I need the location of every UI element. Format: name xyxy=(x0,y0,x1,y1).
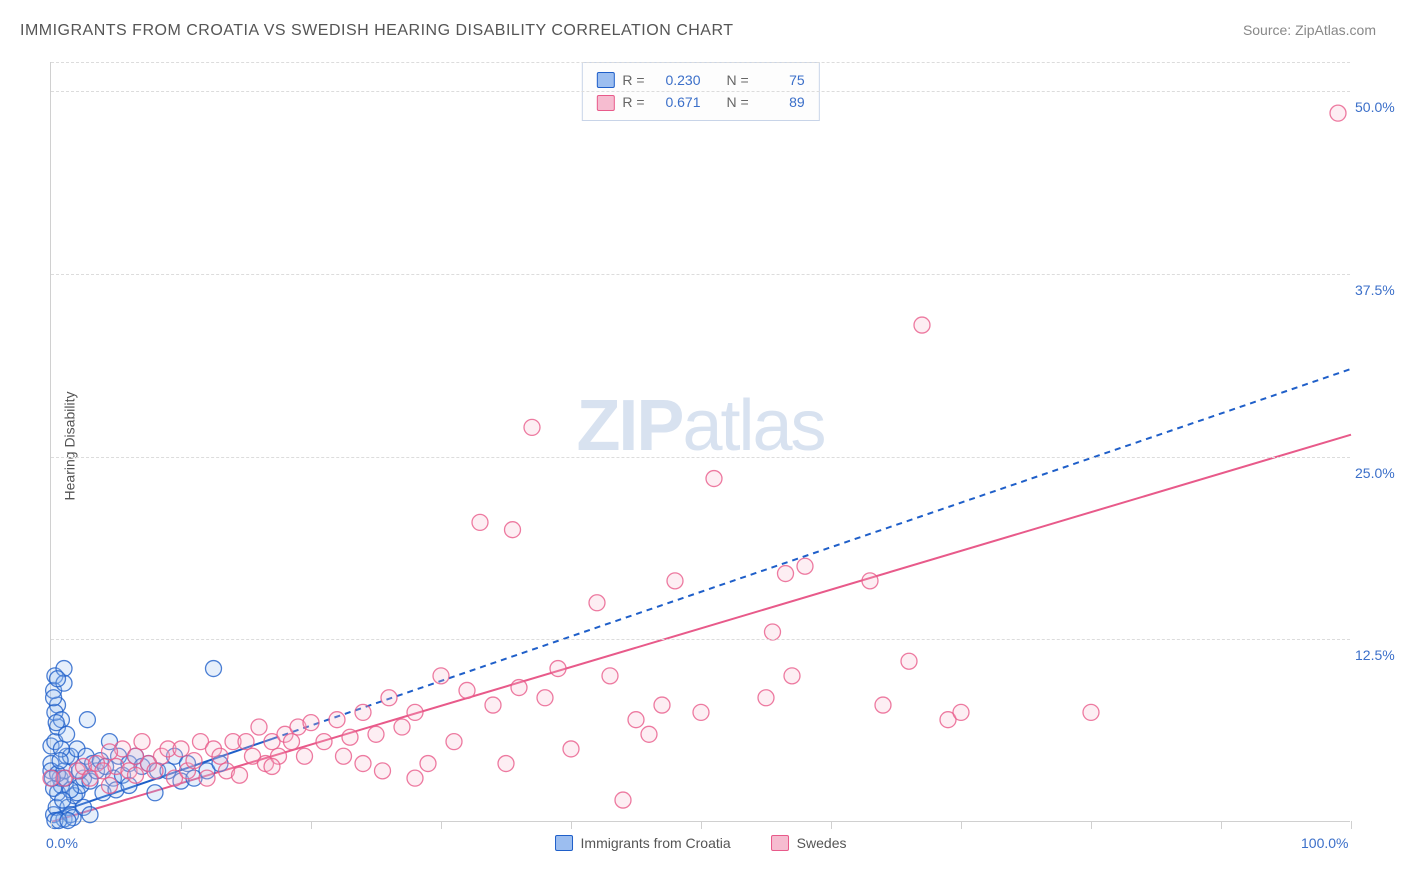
gridline-h xyxy=(51,457,1350,458)
xtick-mark xyxy=(311,821,312,829)
xtick-mark xyxy=(831,821,832,829)
axis-legend-item-swedes: Swedes xyxy=(771,835,847,851)
xtick-mark xyxy=(1351,821,1352,829)
axis-swatch-swedes xyxy=(771,835,789,851)
ytick-label: 50.0% xyxy=(1355,99,1406,115)
axis-legend-label-swedes: Swedes xyxy=(797,835,847,851)
xtick-mark xyxy=(181,821,182,829)
xtick-label: 100.0% xyxy=(1301,835,1348,851)
ytick-label: 12.5% xyxy=(1355,647,1406,663)
axis-swatch-croatia xyxy=(555,835,573,851)
ytick-label: 25.0% xyxy=(1355,465,1406,481)
axis-legend-label-croatia: Immigrants from Croatia xyxy=(581,835,731,851)
xtick-mark xyxy=(1221,821,1222,829)
xtick-mark xyxy=(1091,821,1092,829)
axis-legend-item-croatia: Immigrants from Croatia xyxy=(555,835,731,851)
source-attribution: Source: ZipAtlas.com xyxy=(1243,22,1376,38)
gridline-h xyxy=(51,91,1350,92)
xtick-mark xyxy=(441,821,442,829)
xtick-label: 0.0% xyxy=(46,835,78,851)
xtick-mark xyxy=(571,821,572,829)
gridline-h xyxy=(51,639,1350,640)
gridline-h xyxy=(51,62,1350,63)
xtick-mark xyxy=(51,821,52,829)
xtick-mark xyxy=(961,821,962,829)
gridline-h xyxy=(51,274,1350,275)
chart-title: IMMIGRANTS FROM CROATIA VS SWEDISH HEARI… xyxy=(20,22,734,40)
source-value: ZipAtlas.com xyxy=(1295,22,1376,38)
ytick-label: 37.5% xyxy=(1355,282,1406,298)
source-label: Source: xyxy=(1243,22,1295,38)
plot-svg xyxy=(51,62,1350,821)
xtick-mark xyxy=(701,821,702,829)
axis-legend: Immigrants from Croatia Swedes xyxy=(555,835,847,851)
plot-area: ZIPatlas R = 0.230 N = 75 R = 0.671 N = … xyxy=(50,62,1350,822)
chart-container: IMMIGRANTS FROM CROATIA VS SWEDISH HEARI… xyxy=(0,0,1406,892)
